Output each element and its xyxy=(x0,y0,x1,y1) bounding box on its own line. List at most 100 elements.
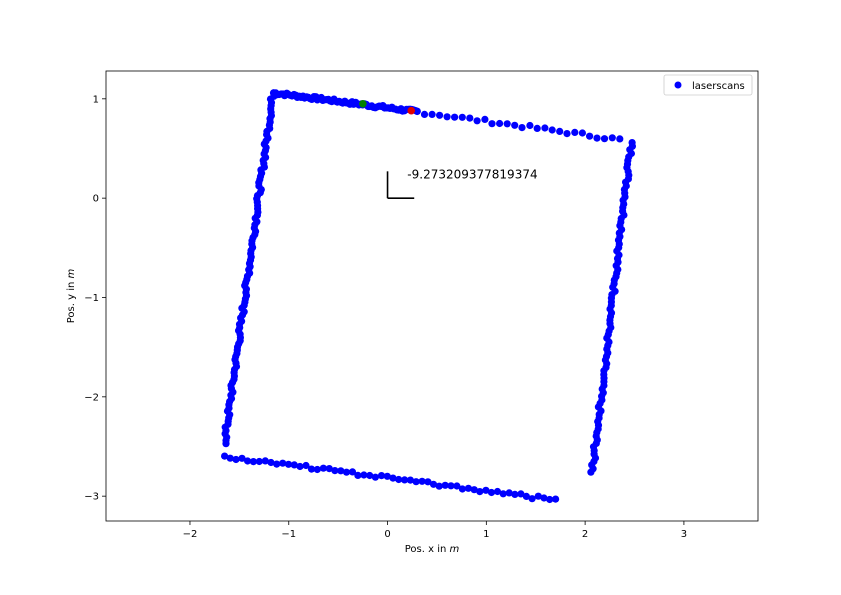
scan-point xyxy=(518,124,526,132)
scan-point xyxy=(269,89,278,97)
scan-point xyxy=(226,454,234,462)
scan-point xyxy=(487,488,496,497)
scan-point xyxy=(540,494,548,502)
scan-point xyxy=(600,135,609,143)
scan-point xyxy=(383,472,391,480)
scan-point xyxy=(528,495,536,503)
scan-point xyxy=(331,467,339,475)
scan-point xyxy=(511,490,519,498)
scan-point xyxy=(244,457,252,465)
scan-point xyxy=(325,465,333,473)
scan-point xyxy=(261,457,269,465)
scan-point xyxy=(533,124,541,132)
scan-point xyxy=(511,121,519,129)
scan-point xyxy=(470,486,478,494)
scan-point xyxy=(578,129,587,137)
scan-point xyxy=(436,111,444,119)
scan-point xyxy=(496,119,504,128)
scan-point xyxy=(586,132,594,140)
scan-point xyxy=(505,489,513,497)
scan-point xyxy=(348,468,357,476)
scan-point xyxy=(302,461,310,470)
scan-point xyxy=(221,452,229,460)
scan-point xyxy=(441,481,449,489)
special-points-layer xyxy=(359,99,416,115)
scan-point xyxy=(337,467,345,475)
scan-point xyxy=(424,478,432,486)
scan-point xyxy=(401,476,409,484)
scan-point xyxy=(481,115,489,123)
scan-point xyxy=(458,113,466,121)
scan-point xyxy=(232,455,240,464)
y-tick-label: 1 xyxy=(93,94,99,105)
x-axis-label: Pos. x in m xyxy=(405,544,460,555)
scan-point xyxy=(371,473,379,481)
scan-point xyxy=(406,476,414,484)
scan-point xyxy=(534,492,542,500)
x-tick-label: −2 xyxy=(183,529,198,540)
scan-point xyxy=(429,480,438,488)
legend: laserscans xyxy=(663,74,753,96)
legend-entry-laserscans: laserscans xyxy=(692,81,745,92)
scan-point xyxy=(313,465,321,474)
y-tick-label: −3 xyxy=(84,492,99,503)
scan-point xyxy=(307,465,316,473)
scan-point xyxy=(342,468,351,476)
scan-point xyxy=(458,485,466,493)
scan-point xyxy=(546,495,554,504)
x-tick-label: 0 xyxy=(384,529,390,540)
x-tick-label: 1 xyxy=(483,529,489,540)
scan-point xyxy=(443,113,451,121)
heading-annotation: -9.273209377819374 xyxy=(407,167,537,181)
scan-point xyxy=(517,490,525,498)
scan-point xyxy=(249,458,257,466)
start-point xyxy=(359,99,367,108)
scan-point xyxy=(548,126,556,134)
scan-point xyxy=(238,454,246,462)
scan-point xyxy=(499,490,507,498)
x-axis-ticks: −2 −1 0 1 2 3 xyxy=(183,521,687,540)
scan-point xyxy=(435,482,443,490)
scan-point xyxy=(451,113,459,121)
scan-point xyxy=(563,130,571,138)
end-point xyxy=(407,106,416,115)
legend-box xyxy=(663,74,753,96)
scan-point xyxy=(608,134,616,142)
scan-points-layer xyxy=(221,89,637,504)
scan-point xyxy=(556,127,564,135)
scan-point xyxy=(428,110,436,118)
scan-point xyxy=(616,135,624,143)
scan-point xyxy=(473,117,481,125)
pose-marker xyxy=(386,171,415,199)
scan-point xyxy=(413,107,421,116)
scan-point xyxy=(319,464,327,472)
scan-point xyxy=(418,477,426,485)
scan-point xyxy=(296,462,304,471)
x-tick-label: 3 xyxy=(681,529,687,540)
scan-point xyxy=(503,120,511,128)
x-tick-label: 2 xyxy=(582,529,588,540)
scan-point xyxy=(447,482,455,490)
plot-frame xyxy=(105,70,759,522)
y-axis-label: Pos. y in m xyxy=(66,268,77,323)
legend-marker-laserscans xyxy=(674,81,682,89)
scan-point xyxy=(420,110,429,118)
scan-point xyxy=(466,114,474,122)
scan-point xyxy=(395,475,403,484)
scan-point xyxy=(360,471,368,479)
y-tick-label: −1 xyxy=(84,293,99,304)
scan-point xyxy=(377,472,386,480)
scan-point xyxy=(366,471,374,480)
scan-point xyxy=(493,487,502,496)
scan-point xyxy=(541,124,549,132)
scan-point xyxy=(284,460,293,468)
x-tick-label: −1 xyxy=(281,529,296,540)
y-tick-label: 0 xyxy=(93,194,99,205)
scan-point xyxy=(279,459,287,467)
scan-point xyxy=(290,461,298,469)
scan-point xyxy=(389,474,397,482)
scan-point xyxy=(552,495,560,503)
y-tick-label: −2 xyxy=(84,392,99,403)
scan-point xyxy=(453,482,461,490)
scan-point xyxy=(526,121,534,130)
